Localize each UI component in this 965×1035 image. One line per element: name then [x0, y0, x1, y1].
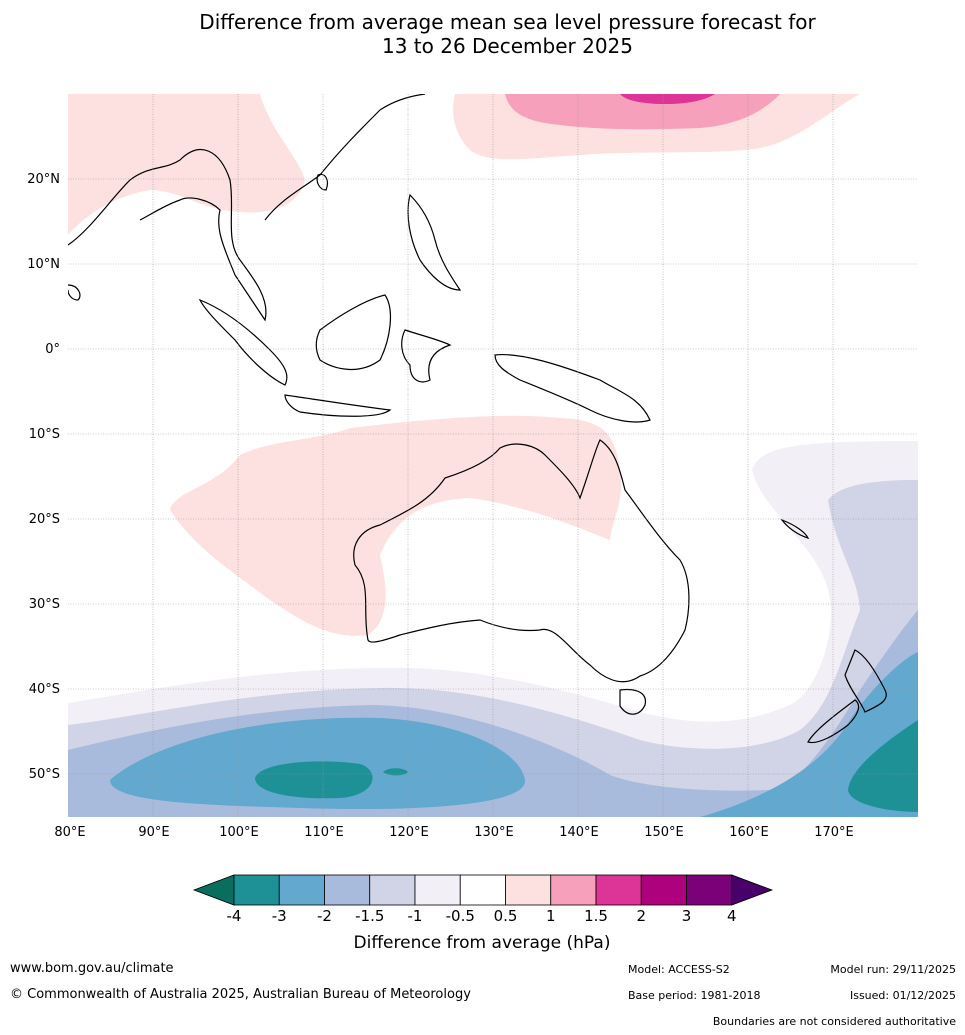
anomaly-plus-1.5	[620, 94, 715, 104]
colorbar-swatch	[459, 874, 506, 906]
colorbar-swatch	[640, 874, 687, 906]
sumatra-coast	[198, 298, 288, 386]
base-period: Base period: 1981-2018	[628, 989, 761, 1002]
lon-label: 160°E	[729, 825, 769, 840]
colorbar-tick-label: -1	[408, 907, 423, 925]
lat-label: 0°	[45, 342, 60, 357]
colorbar-tick-label: 3	[682, 907, 692, 925]
colorbar-tick-label: 1.5	[584, 907, 608, 925]
lat-label: 10°N	[27, 257, 60, 272]
colorbar-tick-label: 4	[727, 907, 737, 925]
colorbar-swatch	[550, 874, 597, 906]
australia-coast	[353, 439, 690, 683]
colorbar-swatch	[278, 874, 325, 906]
colorbar-tick-label: 2	[636, 907, 646, 925]
sulawesi-coast	[401, 329, 452, 383]
pressure-anomaly-map: 20°N 10°N 0° 10°S 20°S 30°S 40°S 50°S 80…	[27, 94, 918, 840]
colorbar-extend-low	[192, 874, 235, 906]
new-zealand-south	[807, 699, 860, 744]
borneo-coast	[315, 294, 391, 371]
anomaly-band-minus-3-east	[848, 720, 918, 812]
lon-label: 110°E	[304, 825, 344, 840]
coastlines	[68, 94, 887, 744]
colorbar-swatch	[505, 874, 552, 906]
tasmania-coast	[619, 688, 646, 715]
colorbar-swatch	[369, 874, 416, 906]
title-line-1: Difference from average mean sea level p…	[199, 10, 816, 34]
colorbar-title: Difference from average (hPa)	[354, 933, 611, 953]
colorbar-swatch	[324, 874, 371, 906]
lon-label: 140°E	[559, 825, 599, 840]
anomaly-band-minus-3-small	[383, 768, 408, 776]
anomaly-positive-australia	[170, 415, 622, 636]
website-link[interactable]: www.bom.gov.au/climate	[10, 961, 174, 976]
colorbar-swatches	[192, 874, 774, 906]
graticule	[68, 94, 918, 817]
title-line-2: 13 to 26 December 2025	[381, 34, 633, 58]
lat-label: 30°S	[29, 597, 60, 612]
colorbar-tick-label: 0.5	[494, 907, 518, 925]
lat-label: 10°S	[29, 427, 60, 442]
new-guinea-coast	[494, 353, 651, 423]
colorbar-tick-label: 1	[546, 907, 556, 925]
colorbar-swatch	[686, 874, 733, 906]
colorbar-swatch	[414, 874, 461, 906]
issued-date: Issued: 01/12/2025	[849, 989, 956, 1002]
colorbar-swatch	[233, 874, 280, 906]
lon-label: 130°E	[474, 825, 514, 840]
new-zealand-north	[844, 649, 887, 713]
colorbar-tick-label: -3	[272, 907, 287, 925]
philippines-coast	[407, 193, 462, 291]
colorbar-tick-label: -4	[227, 907, 242, 925]
colorbar-ticks: -4 -3 -2 -1.5 -1 -0.5 0.5 1 1.5 2 3 4	[227, 907, 737, 925]
taiwan-coast	[316, 173, 329, 191]
colorbar-tick-label: -1.5	[355, 907, 384, 925]
lat-label: 40°S	[29, 682, 60, 697]
anomaly-plus-1	[505, 94, 780, 130]
lon-label: 170°E	[814, 825, 854, 840]
copyright-text: © Commonwealth of Australia 2025, Austra…	[10, 987, 471, 1002]
lon-label: 120°E	[389, 825, 429, 840]
lat-label: 50°S	[29, 767, 60, 782]
lon-label: 100°E	[219, 825, 259, 840]
lat-label: 20°S	[29, 512, 60, 527]
model-name: Model: ACCESS-S2	[628, 963, 730, 976]
model-run: Model run: 29/11/2025	[830, 963, 956, 976]
new-caledonia-coast	[780, 518, 810, 539]
colorbar-extend-high	[731, 874, 774, 906]
lat-label: 20°N	[27, 172, 60, 187]
anomaly-positive-asia	[68, 94, 305, 235]
colorbar-tick-label: -0.5	[446, 907, 475, 925]
lon-label: 150°E	[644, 825, 684, 840]
chart-title: Difference from average mean sea level p…	[0, 10, 965, 58]
lon-label: 80°E	[54, 825, 85, 840]
sri-lanka-coast	[68, 284, 81, 301]
lon-label: 90°E	[138, 825, 169, 840]
colorbar-tick-label: -2	[317, 907, 332, 925]
java-coast	[284, 394, 392, 417]
anomaly-band-minus-3	[255, 761, 373, 799]
boundaries-disclaimer: Boundaries are not considered authoritat…	[712, 1015, 956, 1028]
colorbar-swatch	[595, 874, 642, 906]
